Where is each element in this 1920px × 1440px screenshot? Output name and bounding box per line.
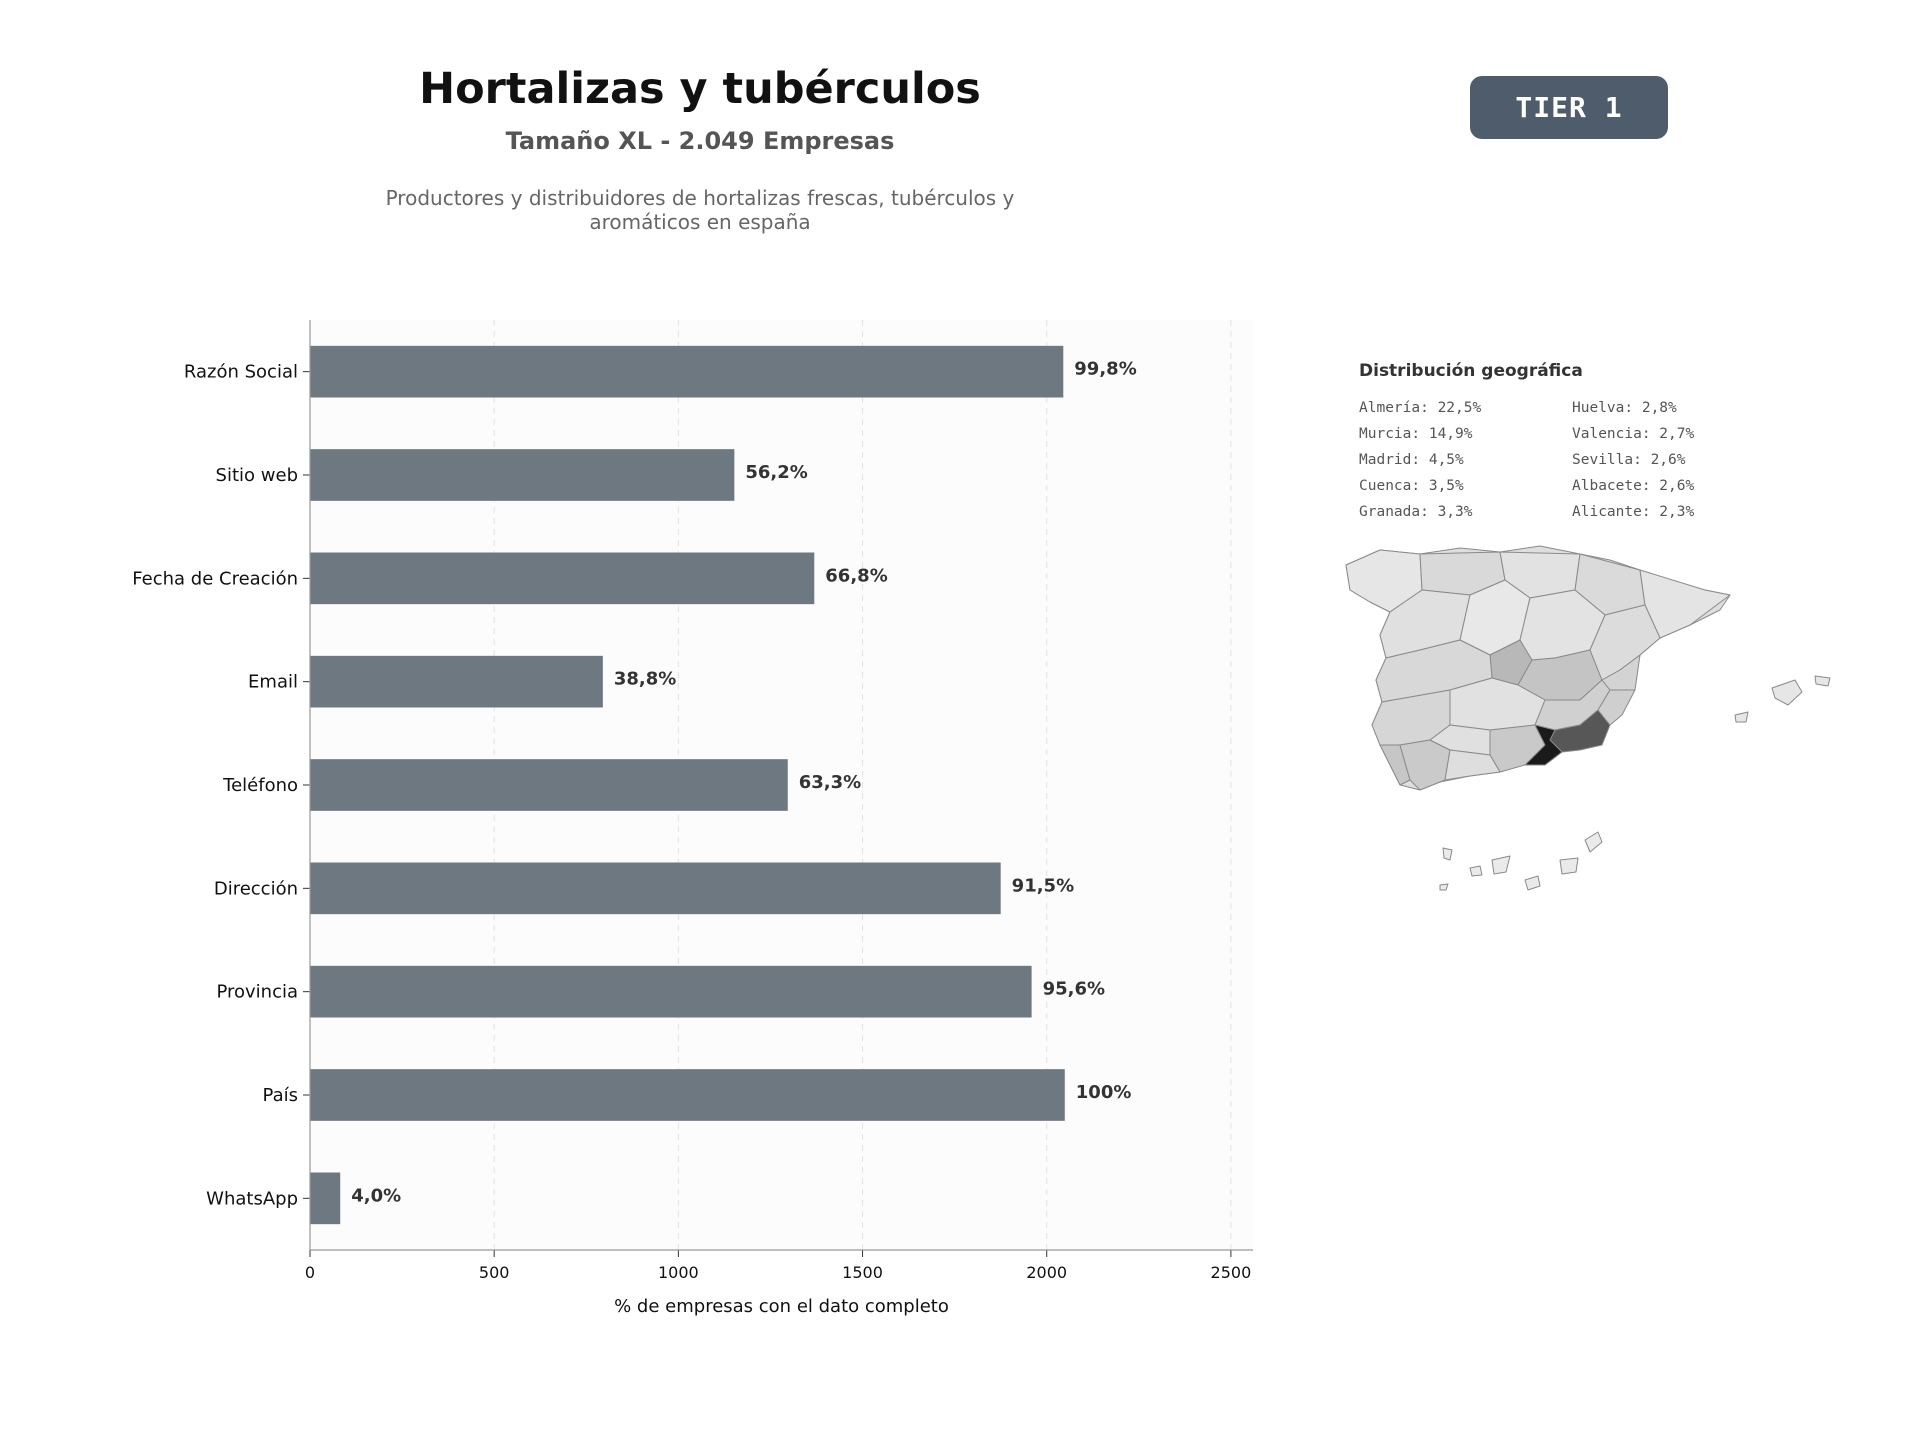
map-island <box>1524 875 1541 891</box>
geo-title: Distribución geográfica <box>1359 361 1583 381</box>
value-label: 4,0% <box>351 1185 401 1206</box>
geo-item: Alicante: 2,3% <box>1572 504 1695 520</box>
tier-badge: TIER 1 <box>1470 76 1668 139</box>
geo-item: Madrid: 4,5% <box>1359 452 1464 468</box>
map-region <box>1444 749 1501 781</box>
map-island <box>1469 865 1483 877</box>
category-label: Sitio web <box>216 465 298 486</box>
bar <box>310 1172 341 1225</box>
category-label: Provincia <box>216 982 298 1003</box>
map-region-alicante <box>1597 689 1636 726</box>
geo-item: Granada: 3,3% <box>1359 504 1473 520</box>
value-label: 38,8% <box>614 669 676 690</box>
map-island <box>1439 883 1449 891</box>
value-label: 99,8% <box>1074 359 1136 380</box>
x-tick-label: 500 <box>479 1263 510 1282</box>
bar <box>310 965 1032 1018</box>
value-label: 95,6% <box>1043 979 1105 1000</box>
geo-item: Valencia: 2,7% <box>1572 426 1695 442</box>
page-description: Productores y distribuidores de hortaliz… <box>385 186 1015 234</box>
geo-item: Sevilla: 2,6% <box>1572 452 1686 468</box>
geo-item: Almería: 22,5% <box>1359 400 1482 416</box>
bar <box>310 759 788 811</box>
map-island <box>1771 679 1803 706</box>
completeness-bar-chart: 0 500 1000 1500 2000 2500 Razón Social 99,8% Sit… <box>132 320 1253 1317</box>
category-label: WhatsApp <box>206 1188 298 1209</box>
map-island <box>1814 675 1831 687</box>
bar <box>310 449 735 501</box>
x-tick-label: 2000 <box>1026 1263 1067 1282</box>
bar <box>310 552 815 605</box>
map-island <box>1584 831 1603 853</box>
geo-item: Huelva: 2,8% <box>1572 400 1677 416</box>
bar <box>310 655 603 708</box>
page-title: Hortalizas y tubérculos <box>419 64 981 114</box>
geo-item: Cuenca: 3,5% <box>1359 478 1464 494</box>
category-label: Dirección <box>214 878 298 899</box>
category-label: Email <box>248 672 298 693</box>
geo-list: Almería: 22,5% Huelva: 2,8% Murcia: 14,9… <box>1359 398 1799 523</box>
category-label: Teléfono <box>222 775 298 796</box>
map-island <box>1559 857 1579 875</box>
map-region-valencia <box>1601 654 1641 691</box>
map-island <box>1734 711 1749 723</box>
value-label: 66,8% <box>825 565 887 586</box>
bar <box>310 1069 1065 1121</box>
page-subtitle: Tamaño XL - 2.049 Empresas <box>505 127 895 155</box>
category-label: Fecha de Creación <box>132 568 298 589</box>
bar <box>310 345 1064 398</box>
spain-choropleth-map <box>1345 545 1831 891</box>
x-tick-label: 0 <box>305 1263 315 1282</box>
geo-item: Murcia: 14,9% <box>1359 426 1473 442</box>
map-island <box>1491 855 1511 875</box>
bar <box>310 862 1001 915</box>
value-label: 100% <box>1076 1082 1132 1103</box>
value-label: 63,3% <box>799 772 861 793</box>
x-tick-label: 1000 <box>658 1263 699 1282</box>
value-label: 91,5% <box>1012 875 1074 896</box>
category-label: Razón Social <box>184 362 298 383</box>
geo-item: Albacete: 2,6% <box>1572 478 1695 494</box>
map-region-almeria <box>1524 724 1563 766</box>
value-label: 56,2% <box>745 462 807 483</box>
x-tick-label: 2500 <box>1211 1263 1252 1282</box>
x-tick-label: 1500 <box>842 1263 883 1282</box>
x-axis-label: % de empresas con el dato completo <box>614 1296 949 1317</box>
map-island <box>1442 847 1453 861</box>
category-label: País <box>263 1085 298 1106</box>
